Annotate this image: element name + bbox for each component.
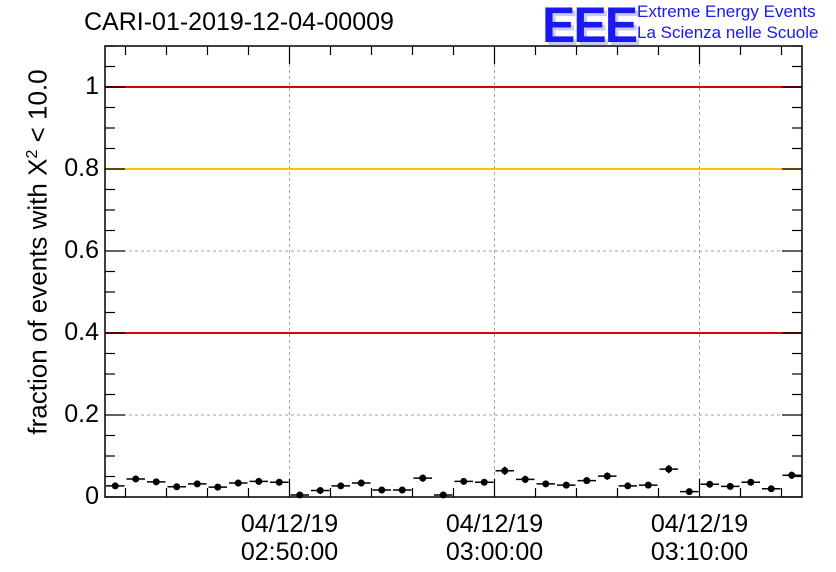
data-point-17 — [454, 477, 473, 485]
marker — [378, 486, 386, 494]
plot-border — [104, 45, 803, 498]
marker — [624, 482, 632, 490]
x-tick-label-0: 04/12/19 02:50:00 — [220, 510, 360, 566]
marker — [173, 483, 181, 491]
x-tick-label-1: 04/12/19 03:00:00 — [425, 510, 565, 566]
marker — [214, 483, 222, 491]
marker — [542, 480, 550, 488]
data-point-25 — [618, 482, 637, 490]
data-point-23 — [577, 477, 596, 485]
marker — [193, 480, 201, 488]
data-point-18 — [475, 478, 494, 486]
data-point-6 — [229, 479, 248, 487]
marker — [111, 482, 119, 490]
marker — [132, 475, 140, 483]
marker — [255, 477, 263, 485]
y-tick-label-2: 0.4 — [64, 318, 99, 346]
x-tick-time: 02:50:00 — [240, 538, 339, 566]
data-point-24 — [598, 472, 617, 480]
data-point-4 — [188, 480, 207, 488]
data-point-21 — [536, 480, 555, 488]
data-point-13 — [372, 486, 391, 494]
marker — [480, 478, 488, 486]
data-point-11 — [331, 482, 350, 490]
marker — [234, 479, 242, 487]
y-tick-label-0: 0 — [85, 482, 99, 510]
data-point-29 — [700, 480, 719, 488]
marker — [706, 480, 714, 488]
marker — [316, 486, 324, 494]
y-tick-label-5: 1 — [85, 72, 99, 100]
marker — [644, 481, 652, 489]
data-point-26 — [639, 481, 658, 489]
y-tick-label-4: 0.8 — [64, 154, 99, 182]
logo-line-1: Extreme Energy Events — [637, 2, 816, 21]
marker — [685, 488, 693, 496]
data-point-7 — [249, 477, 268, 485]
data-point-5 — [208, 483, 227, 491]
logo-line-2: La Scienza nelle Scuole — [637, 23, 819, 42]
x-tick-date: 04/12/19 — [445, 510, 544, 538]
marker — [788, 471, 796, 479]
x-tick-date: 04/12/19 — [240, 510, 339, 538]
data-points — [106, 465, 801, 499]
data-point-2 — [147, 478, 166, 486]
x-tick-label-2: 04/12/19 03:10:00 — [630, 510, 770, 566]
marker — [275, 478, 283, 486]
marker — [152, 478, 160, 486]
marker — [583, 477, 591, 485]
data-point-1 — [126, 475, 145, 483]
eee-logo: EEE — [542, 0, 638, 53]
data-point-31 — [741, 478, 760, 486]
marker — [665, 465, 673, 473]
chart-title: CARI-01-2019-12-04-00009 — [84, 8, 394, 36]
marker — [726, 482, 734, 490]
data-point-22 — [557, 481, 576, 489]
y-tick-label-1: 0.2 — [64, 400, 99, 428]
data-point-10 — [311, 486, 330, 494]
marker — [398, 486, 406, 494]
marker — [501, 467, 509, 475]
marker — [767, 485, 775, 493]
data-point-32 — [762, 485, 781, 493]
data-point-33 — [782, 471, 801, 479]
y-tick-label-3: 0.6 — [64, 236, 99, 264]
data-point-27 — [659, 465, 678, 474]
data-point-14 — [393, 486, 412, 494]
data-point-20 — [516, 475, 535, 484]
x-tick-time: 03:10:00 — [650, 538, 749, 566]
data-point-28 — [680, 488, 699, 496]
marker — [562, 481, 570, 489]
plot-frame — [104, 45, 803, 498]
data-point-8 — [270, 478, 289, 486]
reference-lines — [105, 86, 802, 334]
marker — [747, 478, 755, 486]
data-point-3 — [167, 483, 186, 491]
marker — [603, 472, 611, 480]
x-tick-time: 03:00:00 — [445, 538, 544, 566]
data-point-30 — [721, 482, 740, 490]
marker — [357, 479, 365, 487]
data-point-0 — [106, 482, 125, 490]
x-tick-date: 04/12/19 — [650, 510, 749, 538]
data-point-15 — [413, 474, 432, 482]
marker — [419, 474, 427, 482]
marker — [337, 482, 345, 490]
marker — [460, 477, 468, 485]
data-point-12 — [352, 479, 371, 487]
marker — [521, 475, 529, 483]
data-point-19 — [495, 466, 514, 475]
grid-lines — [105, 46, 802, 497]
